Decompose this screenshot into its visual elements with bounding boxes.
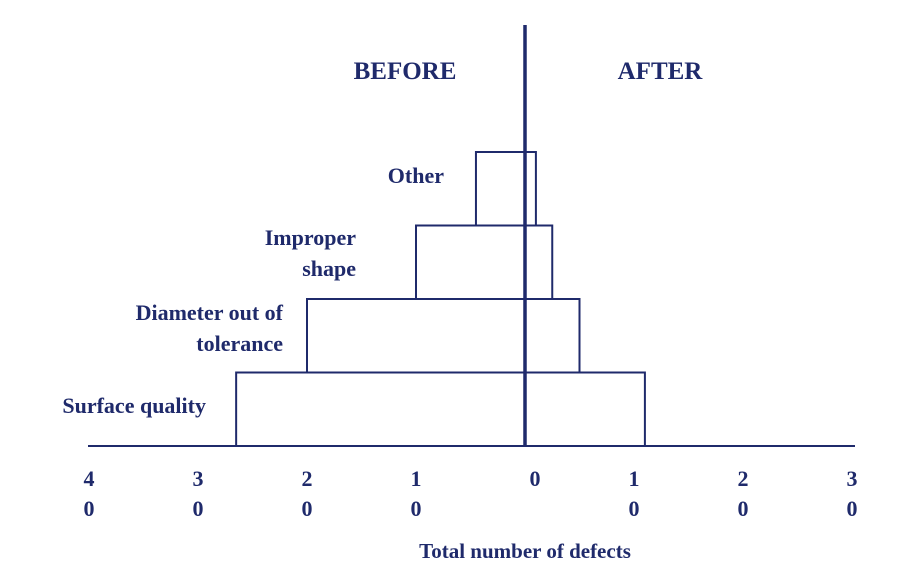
before-label: BEFORE	[354, 58, 457, 85]
x-axis-title: Total number of defects	[419, 539, 631, 563]
bar-0	[474, 151, 537, 227]
category-label-3-0: Surface quality	[62, 393, 206, 418]
tick-label-6-1: 0	[738, 496, 749, 521]
tick-label-2-1: 0	[302, 496, 313, 521]
bar-3	[235, 371, 646, 447]
category-labels: Other Improper shape Diameter out of toleran…	[62, 163, 444, 418]
tick-label-2-0: 2	[302, 466, 313, 491]
bars-group	[235, 151, 646, 447]
tick-label-7-1: 0	[847, 496, 858, 521]
tick-label-5-0: 1	[629, 466, 640, 491]
category-label-1-0: Improper	[265, 225, 356, 250]
tick-label-4-0: 0	[530, 466, 541, 491]
bar-1	[415, 224, 554, 300]
tick-label-3-1: 0	[411, 496, 422, 521]
tick-labels: 4 0 3 0 2 0 1 0 0 1 0 2 0 3 0	[84, 466, 858, 521]
category-label-2-0: Diameter out of	[136, 300, 284, 325]
category-label-2-1: tolerance	[196, 331, 283, 356]
tick-label-0-1: 0	[84, 496, 95, 521]
bar-2	[306, 298, 581, 374]
category-label-0-0: Other	[388, 163, 444, 188]
tick-label-3-0: 1	[411, 466, 422, 491]
category-label-1-1: shape	[302, 256, 356, 281]
tick-label-1-1: 0	[193, 496, 204, 521]
after-label: AFTER	[618, 58, 704, 85]
tick-label-1-0: 3	[193, 466, 204, 491]
tick-label-7-0: 3	[847, 466, 858, 491]
tick-label-0-0: 4	[84, 466, 95, 491]
tick-label-6-0: 2	[738, 466, 749, 491]
tick-label-5-1: 0	[629, 496, 640, 521]
